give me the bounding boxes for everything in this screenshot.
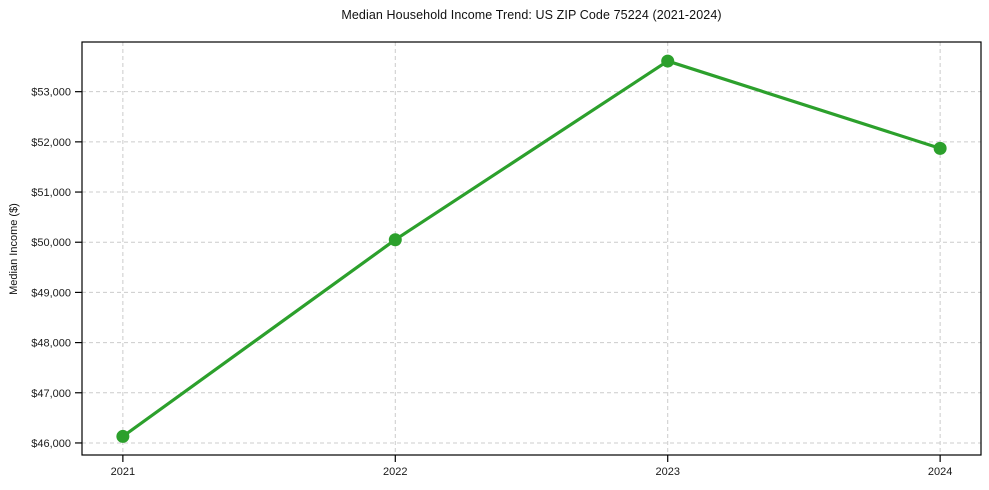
y-tick-label: $52,000: [31, 137, 71, 149]
y-tick-label: $53,000: [31, 87, 71, 99]
chart-title: Median Household Income Trend: US ZIP Co…: [341, 8, 722, 22]
data-point-2024: [933, 141, 947, 155]
y-tick-label: $48,000: [31, 338, 71, 350]
data-point-2023: [661, 54, 675, 68]
trend-line: [121, 59, 942, 439]
y-tick-label: $50,000: [31, 237, 71, 249]
y-tick-label: $47,000: [31, 388, 71, 400]
x-tick-label: 2022: [383, 466, 407, 478]
x-tick-label: 2024: [928, 466, 952, 478]
plot-border: [81, 41, 982, 456]
x-tick-label: 2021: [111, 466, 135, 478]
x-tick-label: 2023: [655, 466, 679, 478]
y-tick-label: $49,000: [31, 287, 71, 299]
y-tick-label: $51,000: [31, 187, 71, 199]
data-point-2022: [388, 233, 402, 247]
data-point-2021: [116, 429, 130, 443]
y-tick-label: $46,000: [31, 438, 71, 450]
